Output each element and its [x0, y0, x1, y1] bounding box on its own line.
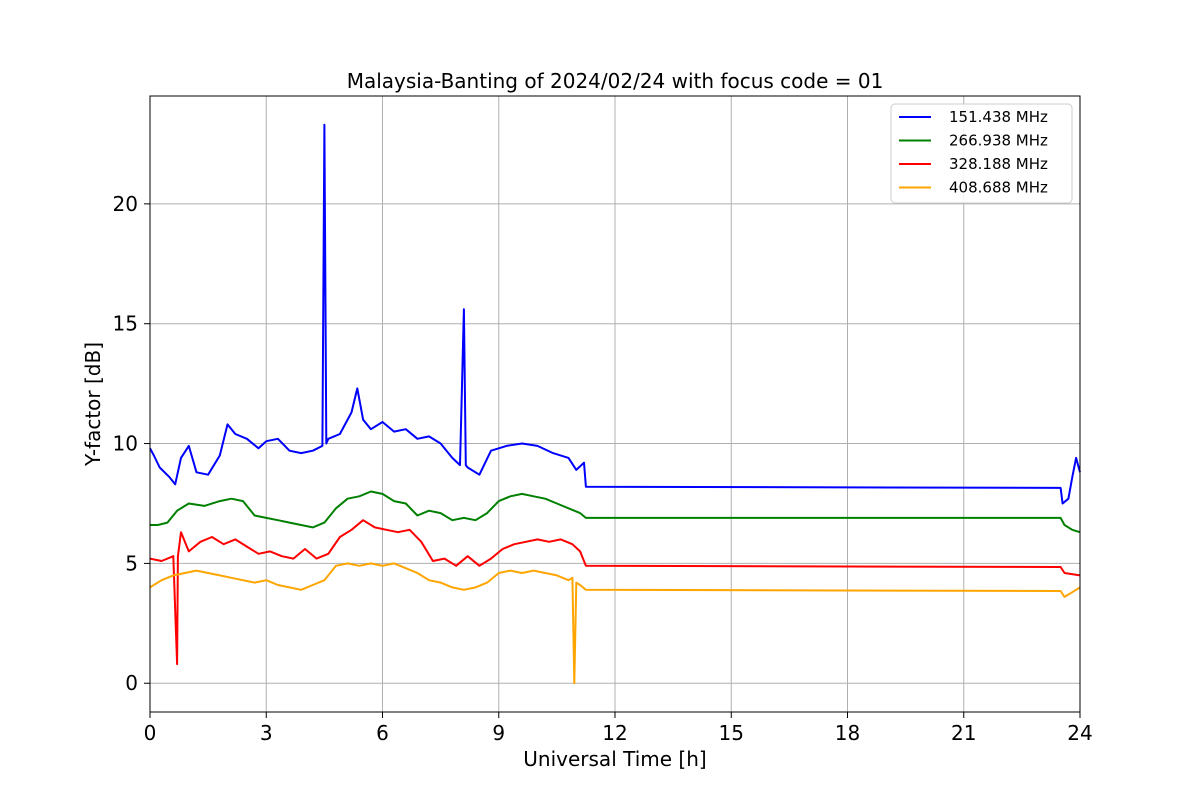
y-axis-label: Y-factor [dB] — [81, 342, 105, 467]
legend-label: 266.938 MHz — [949, 132, 1048, 150]
x-tick-label: 15 — [719, 721, 744, 745]
x-tick-label: 6 — [376, 721, 389, 745]
legend-box — [890, 103, 1073, 204]
x-axis-label: Universal Time [h] — [523, 747, 706, 771]
legend: 151.438 MHz 266.938 MHz 328.188 MHz 408.688… — [890, 103, 1073, 204]
x-tick-label: 3 — [260, 721, 273, 745]
legend-label: 408.688 MHz — [949, 179, 1048, 197]
series-line-2 — [150, 490, 1081, 534]
x-tick-label: 21 — [951, 721, 976, 745]
ticks-layer: 0 3 6 9 12 15 18 21 24 0 5 10 15 20 — [113, 192, 1093, 745]
y-tick-label: 15 — [113, 312, 138, 336]
x-tick-label: 12 — [602, 721, 627, 745]
series-line-1 — [149, 123, 1081, 505]
series-line-4 — [149, 562, 1081, 685]
y-tick-label: 0 — [125, 671, 138, 695]
y-tick-label: 10 — [113, 432, 138, 456]
series-layer — [149, 123, 1081, 685]
y-tick-label: 5 — [125, 551, 138, 575]
x-tick-label: 0 — [144, 721, 157, 745]
y-tick-label: 20 — [113, 192, 138, 216]
series-line-3 — [149, 519, 1081, 666]
x-tick-label: 18 — [835, 721, 860, 745]
legend-label: 151.438 MHz — [949, 108, 1048, 126]
legend-label: 328.188 MHz — [949, 155, 1048, 173]
x-tick-label: 9 — [492, 721, 505, 745]
chart-title: Malaysia-Banting of 2024/02/24 with focu… — [347, 69, 884, 93]
x-tick-label: 24 — [1067, 721, 1092, 745]
